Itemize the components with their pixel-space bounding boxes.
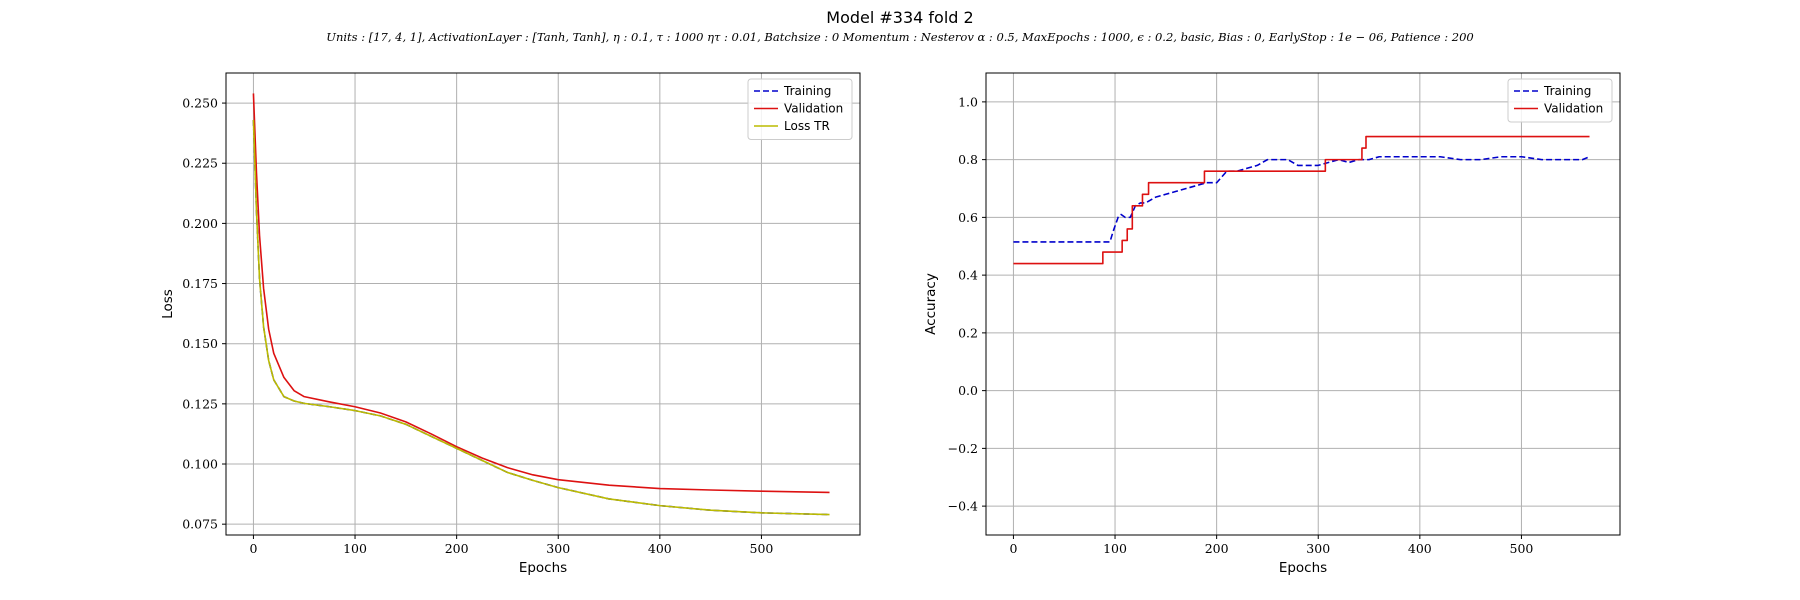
accuracy-ytick-label-7: 1.0 [958,94,978,109]
figure-subtitle: Units : [17, 4, 1], ActivationLayer : [T… [326,30,1473,44]
accuracy-series-validation [1013,135,1590,265]
loss-xtick-label-2: 200 [445,541,469,556]
loss-legend-label-0: Training [783,84,831,98]
accuracy-xlabel: Epochs [1279,560,1327,576]
accuracy-ytick-label-0: −0.4 [948,499,978,514]
accuracy-series-training [1013,155,1590,243]
accuracy-chart: 0 100 200 300 400 500 −0.4 −0.2 0.0 0.2 0.4 0.6 0.8 1… [923,72,1621,576]
loss-ytick-label-7: 0.250 [182,96,218,111]
accuracy-ytick-label-5: 0.6 [958,210,978,225]
loss-xtick-label-5: 500 [750,541,774,556]
loss-legend-box [747,78,853,140]
accuracy-xtick-label-3: 300 [1306,541,1330,556]
loss-ytick-label-6: 0.225 [182,156,218,171]
loss-xlabel: Epochs [519,560,567,576]
loss-xtick-label-4: 400 [648,541,672,556]
accuracy-legend: Training Validation [1507,78,1613,123]
accuracy-ytick-label-3: 0.2 [958,325,978,340]
loss-legend: Training Validation Loss TR [747,78,853,140]
loss-axes-frame [225,72,861,536]
accuracy-ytick-label-2: 0.0 [958,383,978,398]
loss-ytick-label-2: 0.125 [182,396,218,411]
accuracy-ytick-label-1: −0.2 [948,441,978,456]
accuracy-grid [986,73,1620,535]
loss-ytick-label-5: 0.200 [182,216,218,231]
loss-ytick-label-4: 0.175 [182,276,218,291]
accuracy-xtick-label-2: 200 [1205,541,1229,556]
loss-legend-label-2: Loss TR [784,119,830,133]
accuracy-legend-label-1: Validation [1544,102,1603,116]
accuracy-ylabel: Accuracy [923,273,939,335]
accuracy-xtick-label-0: 0 [1009,541,1017,556]
loss-series-validation [252,93,830,494]
loss-legend-label-1: Validation [784,102,843,116]
accuracy-xtick-label-1: 100 [1103,541,1127,556]
accuracy-legend-box [1507,78,1613,123]
accuracy-legend-label-0: Training [1543,84,1591,98]
loss-xtick-label-3: 300 [546,541,570,556]
accuracy-xtick-label-4: 400 [1408,541,1432,556]
loss-ytick-label-0: 0.075 [182,517,218,532]
accuracy-ytick-label-4: 0.4 [958,268,978,283]
accuracy-ytick-label-6: 0.8 [958,152,978,167]
loss-ytick-label-1: 0.100 [182,457,218,472]
loss-ytick-label-3: 0.150 [182,336,218,351]
loss-xtick-label-0: 0 [249,541,257,556]
figure-title: Model #334 fold 2 [826,8,973,27]
loss-grid [226,73,860,535]
loss-xtick-label-1: 100 [343,541,367,556]
loss-series-loss-tr [252,119,830,516]
loss-series-training [252,119,830,516]
loss-chart: 0 100 200 300 400 500 0.075 0.100 0.125 0.150 0.17… [160,72,861,576]
accuracy-axes-frame [985,72,1621,536]
loss-ylabel: Loss [160,289,176,319]
accuracy-xtick-label-5: 500 [1510,541,1534,556]
